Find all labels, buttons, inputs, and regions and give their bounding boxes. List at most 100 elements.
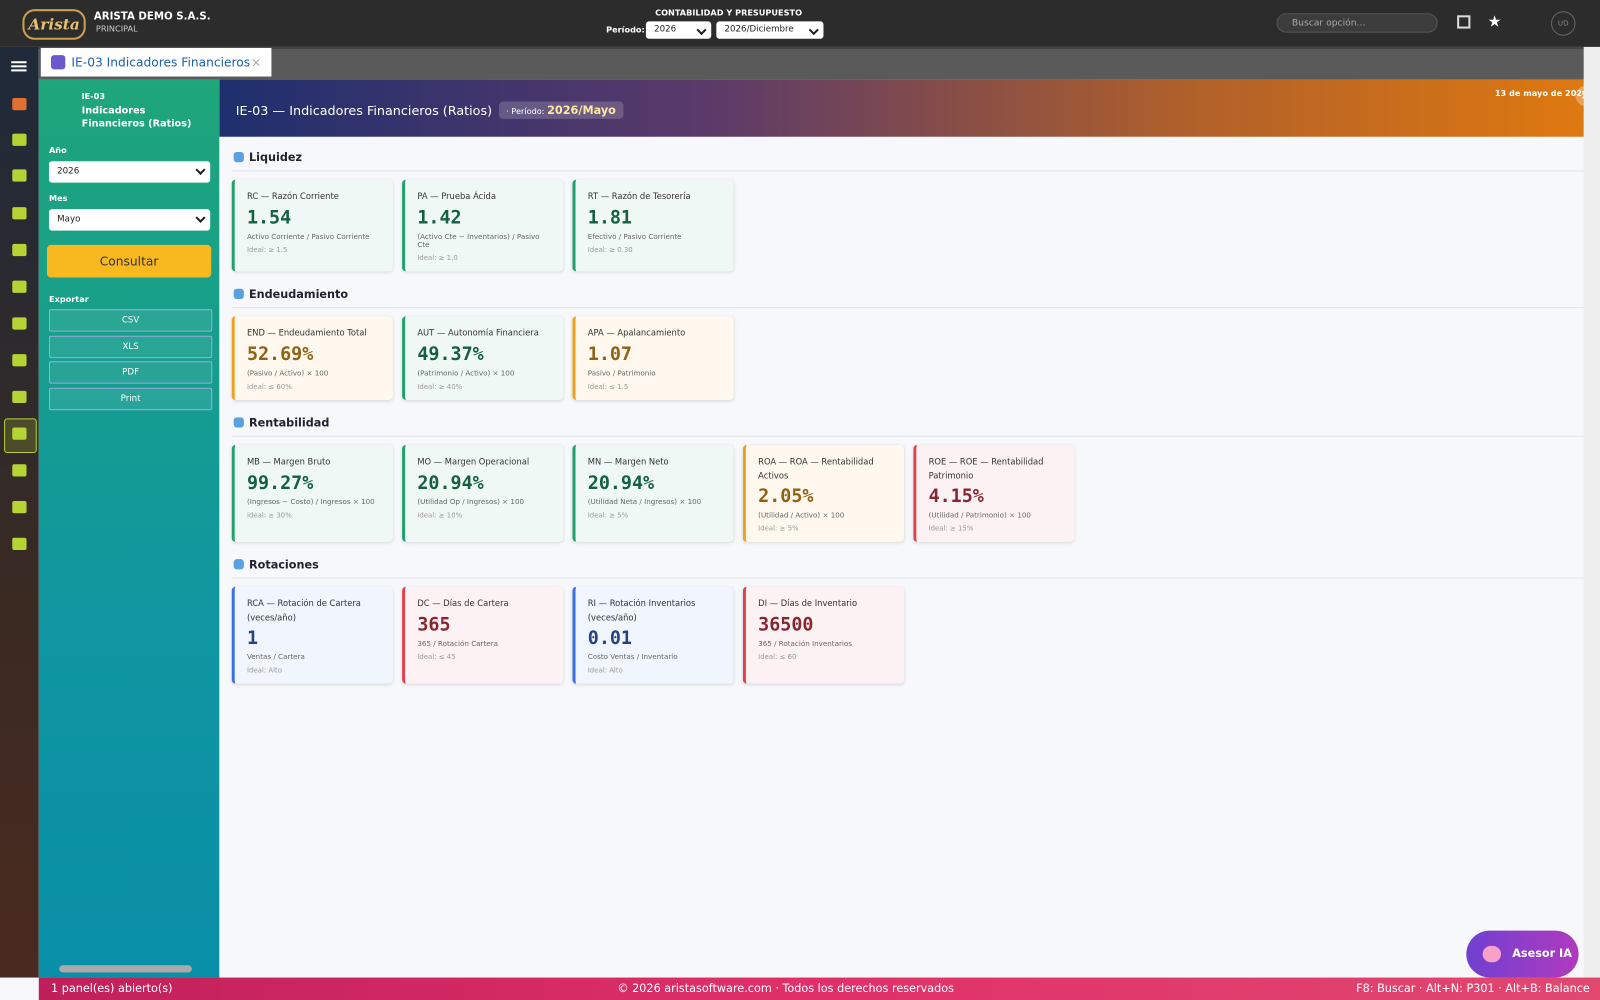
- kpi-formula: (Pasivo / Activo) × 100: [246, 368, 329, 378]
- rail-icon[interactable]: [12, 97, 27, 111]
- search[interactable]: Buscar opción...: [1276, 13, 1438, 33]
- export-button[interactable]: CSV: [48, 309, 213, 332]
- rail-icon[interactable]: [12, 280, 27, 293]
- rail-icon[interactable]: [12, 464, 27, 477]
- tab-close[interactable]: ×: [250, 55, 262, 70]
- kpi-formula: (Activo Cte − Inventarios) / Pasivo Cte: [417, 232, 540, 249]
- kpi-label: MN — Margen Neto: [587, 456, 669, 467]
- kpi-formula: Ventas / Cartera: [246, 653, 305, 662]
- kpi-card: MO — Margen Operacional 20.94% (Utilidad O…: [402, 444, 564, 542]
- kpi-formula: (Utilidad / Activo) × 100: [758, 511, 845, 520]
- avatar[interactable]: UD: [1551, 11, 1576, 36]
- kpi-label: END — Endeudamiento Total: [246, 327, 367, 338]
- kpi-value: 1.54: [246, 206, 292, 229]
- kpi-value: 365: [417, 613, 451, 636]
- rail-icon[interactable]: [12, 243, 27, 257]
- month-select[interactable]: Mayo: [48, 209, 211, 231]
- kpi-label: ROE — ROE — Rentabilidad Patrimonio: [928, 456, 1044, 481]
- period-value: 2026/Mayo: [547, 103, 616, 117]
- kpi-card: RCA — Rotación de Cartera (veces/año) 1 Ve…: [231, 586, 393, 684]
- year-label: Año: [48, 145, 67, 156]
- header-title: IE-03 — Indicadores Financieros (Ratios): [235, 102, 493, 118]
- rail-active[interactable]: [4, 418, 37, 454]
- kpi-label: RC — Razón Corriente: [246, 190, 339, 202]
- kpi-value: 20.94%: [417, 471, 484, 494]
- kpi-card: APA — Apalancamiento 1.07 Pasivo / Patrimo…: [572, 316, 734, 400]
- rail-icon[interactable]: [12, 133, 27, 146]
- kpi-ideal: Ideal: ≥ 5%: [758, 524, 799, 533]
- year-select[interactable]: 2026: [48, 161, 211, 183]
- kpi-ideal: Ideal: ≥ 1.5: [246, 245, 288, 254]
- footer: 1 panel(es) abierto(s) © 2026 aristasoft…: [38, 977, 1600, 1000]
- tab-strip: [38, 46, 1600, 80]
- card-row: MB — Margen Bruto 99.27% (Ingresos − Costo…: [231, 444, 1589, 542]
- kpi-formula: Pasivo / Patrimonio: [587, 368, 656, 378]
- kpi-ideal: Ideal: ≥ 5%: [587, 510, 629, 519]
- rail-icon[interactable]: [12, 317, 27, 330]
- kpi-label: DC — Días de Cartera: [417, 597, 509, 609]
- kpi-formula: Activo Corriente / Pasivo Corriente: [246, 232, 370, 241]
- rail-icon[interactable]: [12, 354, 27, 367]
- tab[interactable]: IE-03 Indicadores Financieros ×: [40, 47, 272, 77]
- kpi-ideal: Ideal: Alto: [587, 666, 623, 675]
- rail-icon[interactable]: [12, 427, 27, 440]
- export-button[interactable]: Print: [48, 387, 213, 410]
- submit-button[interactable]: Consultar: [46, 244, 212, 278]
- rail-icon[interactable]: [12, 537, 27, 550]
- kpi-card: MB — Margen Bruto 99.27% (Ingresos − Costo…: [231, 444, 393, 542]
- apps-icon[interactable]: [1457, 15, 1471, 29]
- kpi-card: RC — Razón Corriente 1.54 Activo Corriente…: [231, 179, 393, 271]
- period-label: Período:: [606, 25, 645, 35]
- period-badge: · Período: 2026/Mayo: [498, 101, 624, 119]
- icon-rail: [0, 46, 39, 978]
- kpi-card: ROA — ROA — Rentabilidad Activos 2.05% (Ut…: [742, 444, 905, 542]
- kpi-value: 4.15%: [928, 485, 984, 508]
- panels-count: 1 panel(es) abierto(s): [51, 981, 173, 995]
- kpi-formula: (Utilidad Op / Ingresos) × 100: [417, 497, 525, 506]
- export-button[interactable]: XLS: [48, 335, 213, 358]
- rail-icon[interactable]: [12, 169, 27, 182]
- kpi-value: 1.07: [587, 343, 632, 365]
- kpi-card: ROE — ROE — Rentabilidad Patrimonio 4.15%…: [913, 444, 1075, 542]
- rail-icon[interactable]: [12, 207, 27, 220]
- v-scrollbar[interactable]: [1583, 46, 1600, 978]
- section-title: Rentabilidad: [231, 416, 1589, 437]
- kpi-label: RT — Razón de Tesorería: [587, 190, 691, 202]
- menu-icon[interactable]: [11, 61, 27, 64]
- favorites-icon[interactable]: ★: [1487, 12, 1502, 31]
- card-row: END — Endeudamiento Total 52.69% (Pasivo /…: [231, 316, 1589, 400]
- logo[interactable]: Arista: [22, 9, 86, 40]
- export-label: Exportar: [48, 294, 89, 305]
- header: IE-03 — Indicadores Financieros (Ratios)…: [219, 79, 1600, 137]
- rail-icon[interactable]: [12, 501, 27, 514]
- kpi-value: 2.05%: [758, 485, 814, 508]
- kpi-card: PA — Prueba Ácida 1.42 (Activo Cte − Inven…: [402, 179, 564, 271]
- year-select[interactable]: 2026: [645, 21, 712, 39]
- kpi-card: RI — Rotación Inventarios (veces/año) 0.0…: [572, 586, 734, 684]
- kpi-value: 20.94%: [587, 471, 655, 494]
- kpi-label: PA — Prueba Ácida: [417, 190, 496, 202]
- kpi-card: RT — Razón de Tesorería 1.81 Efectivo / Pa…: [572, 179, 734, 271]
- kpi-ideal: Ideal: ≤ 1.5: [587, 382, 629, 391]
- panel-title: Indicadores Financieros (Ratios): [81, 105, 192, 130]
- h-scrollbar[interactable]: [59, 965, 192, 973]
- rail-icon[interactable]: [12, 390, 27, 404]
- card-row: RCA — Rotación de Cartera (veces/año) 1 Ve…: [231, 586, 1589, 684]
- date: 13 de mayo de 2026: [1494, 88, 1588, 98]
- kpi-ideal: Ideal: ≤ 45: [417, 652, 456, 661]
- kpi-label: RI — Rotación Inventarios (veces/año): [587, 597, 696, 622]
- kpi-ideal: Ideal: ≥ 30%: [246, 510, 292, 519]
- month-label: Mes: [48, 193, 68, 204]
- section-title: Liquidez: [231, 151, 1589, 172]
- period-select[interactable]: 2026/Diciembre: [716, 21, 824, 39]
- kpi-ideal: Ideal: Alto: [246, 666, 283, 675]
- branch: PRINCIPAL: [95, 24, 138, 34]
- kpi-value: 0.01: [587, 627, 632, 649]
- panel-code: IE-03: [81, 91, 106, 102]
- kpi-ideal: Ideal: ≤ 60%: [246, 382, 292, 391]
- kpi-ideal: Ideal: ≥ 10%: [417, 510, 463, 519]
- filter-panel: IE-03 Indicadores Financieros (Ratios) A…: [38, 79, 220, 978]
- export-button[interactable]: PDF: [48, 361, 213, 384]
- assistant-button[interactable]: Asesor IA: [1466, 930, 1579, 978]
